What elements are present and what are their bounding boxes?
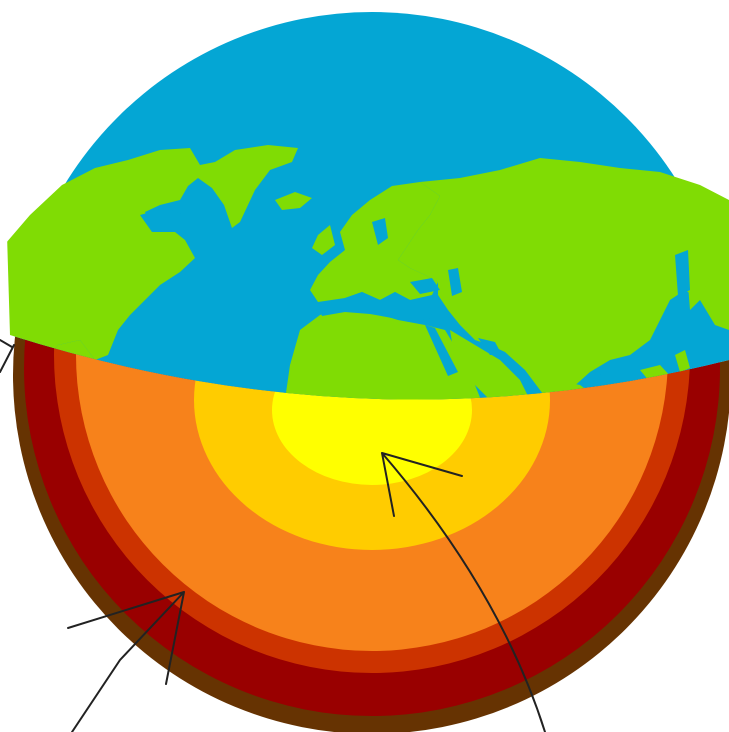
continent-north-america — [0, 145, 298, 362]
mediterranean-sea — [318, 292, 432, 322]
black-sea — [410, 278, 440, 294]
continent-europe — [310, 182, 440, 305]
persian-gulf — [478, 338, 502, 355]
sea-of-japan — [675, 250, 690, 296]
island-japan — [688, 232, 718, 310]
island-greenland — [275, 192, 312, 210]
peninsula-arabia — [450, 330, 530, 400]
island-uk — [312, 225, 335, 255]
continent-asia — [398, 158, 729, 400]
pointer-left-top — [0, 339, 15, 373]
pointers — [0, 339, 546, 732]
caspian-sea — [448, 268, 462, 296]
red-sea — [425, 325, 458, 376]
island-philippines — [675, 350, 690, 372]
pointer-left-bottom — [67, 591, 185, 732]
baltic-sea — [372, 218, 388, 245]
hudson-bay — [140, 208, 185, 232]
pointer-center — [381, 452, 546, 732]
